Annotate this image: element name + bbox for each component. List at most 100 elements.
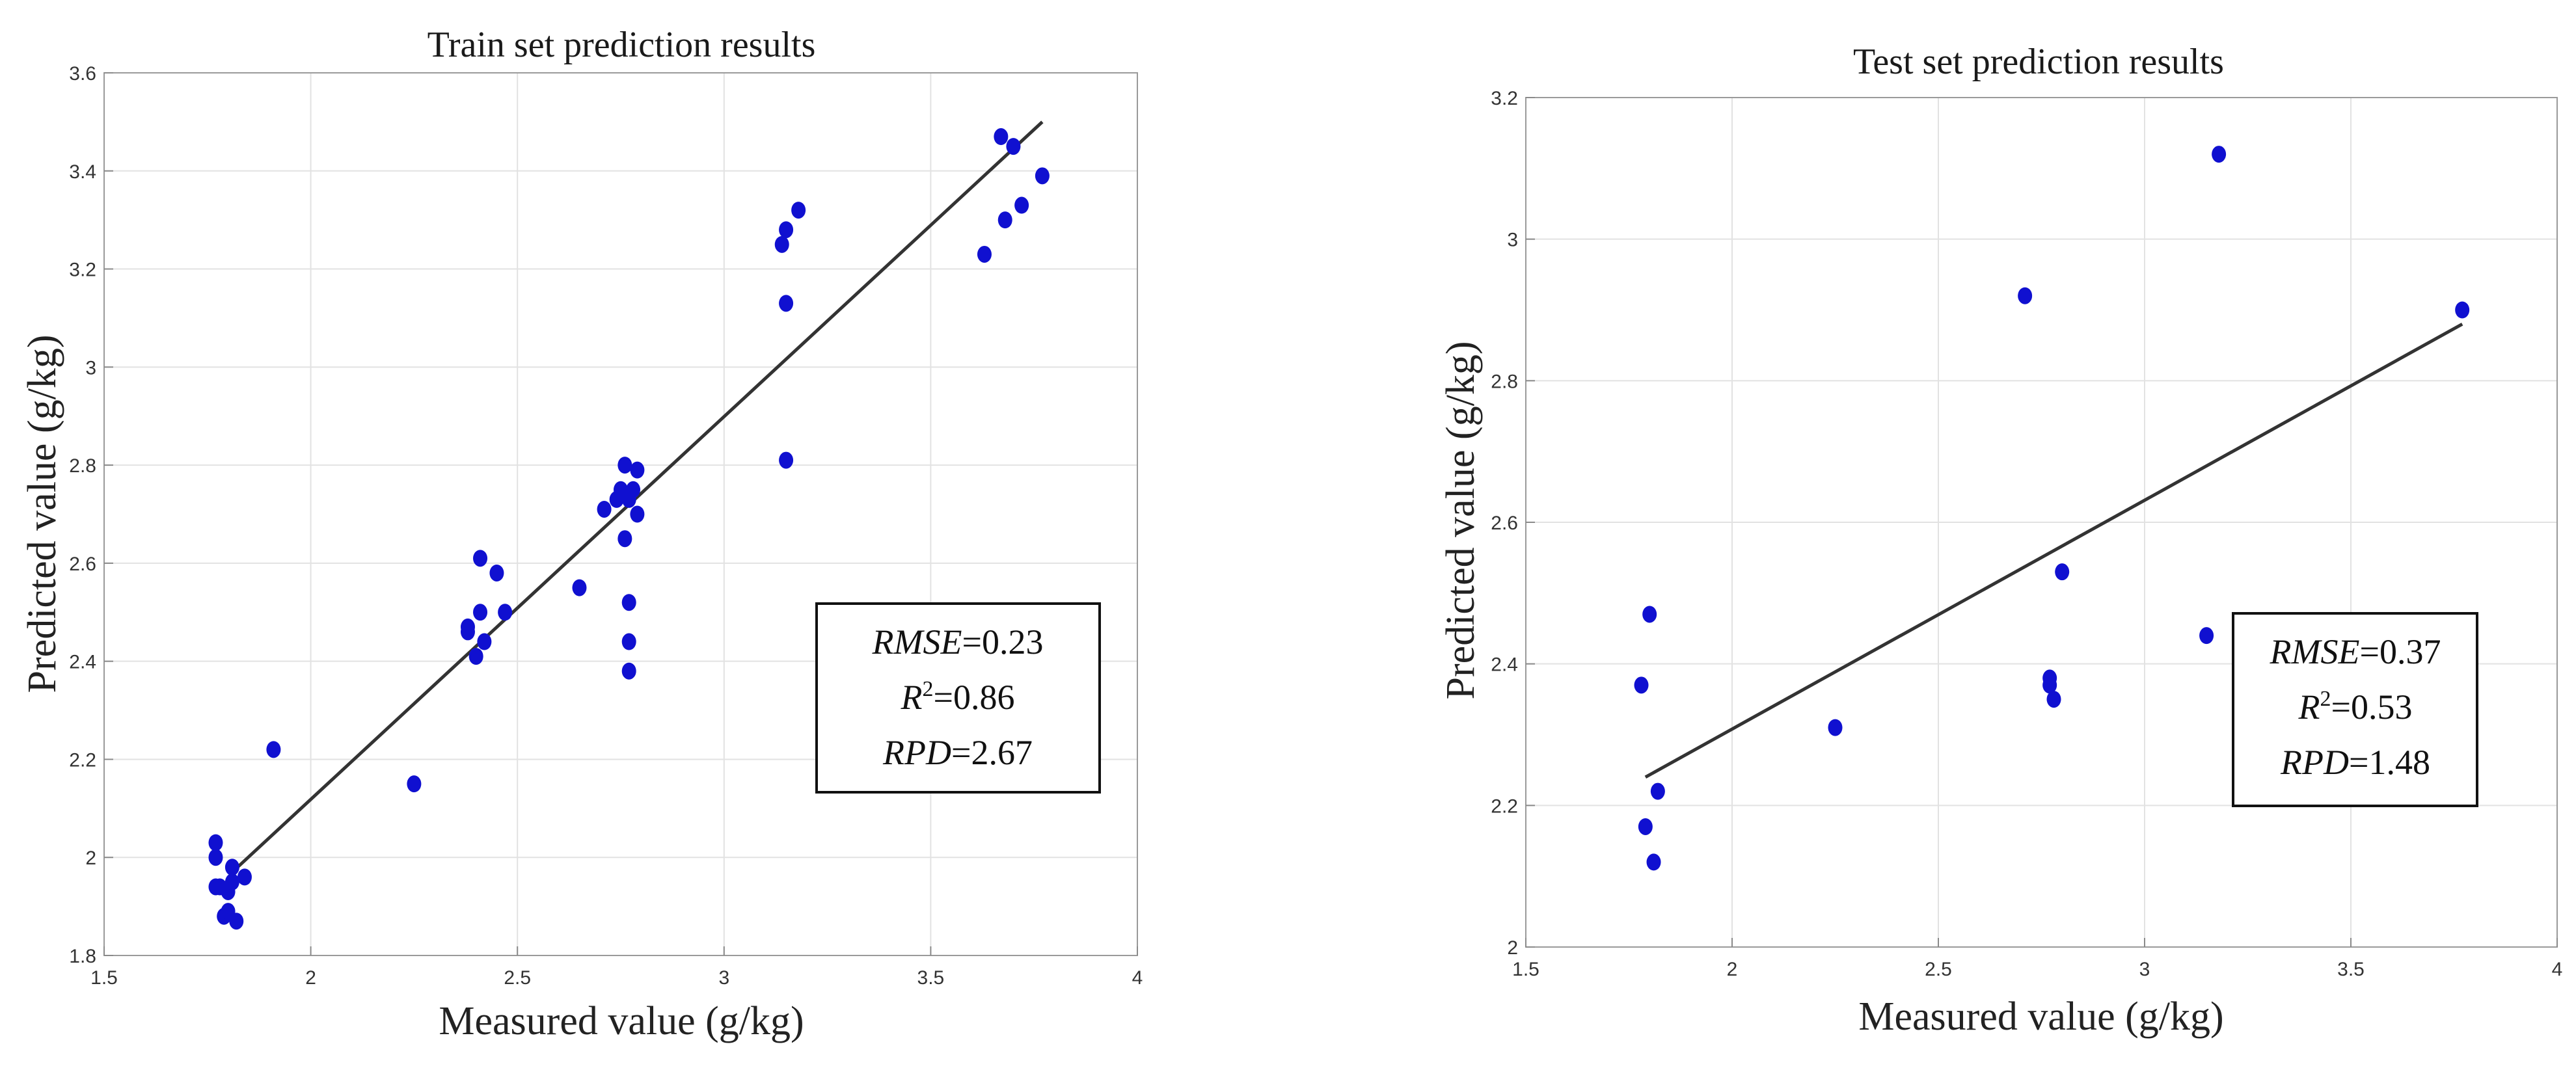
train-data-point: [779, 451, 794, 469]
train-data-point: [977, 245, 992, 263]
train-y-tick-label: 3.4: [69, 161, 96, 183]
test-x-tick-label: 2.5: [1925, 959, 1952, 980]
test-y-tick-label: 2.8: [1491, 371, 1518, 392]
train-data-point: [266, 741, 281, 758]
test-data-points: [1634, 146, 2470, 871]
train-x-tick-label: 3.5: [917, 967, 945, 989]
test-chart: Test set prediction results 1.5 2 2.5 3 3.5 4…: [1439, 42, 2562, 1039]
train-y-tick-label: 2.4: [69, 652, 96, 673]
train-data-point: [621, 594, 636, 611]
train-data-point: [779, 221, 794, 239]
train-x-tick-label: 2.5: [504, 967, 531, 989]
train-x-ticks: 1.5 2 2.5 3 3.5 4: [90, 946, 1143, 989]
train-data-point: [779, 295, 794, 312]
train-r2-line: R2=0.86: [901, 677, 1015, 717]
train-data-point: [572, 579, 587, 596]
train-regression-line: [231, 120, 1044, 874]
test-x-tick-label: 3: [2139, 959, 2150, 980]
train-data-point: [224, 859, 239, 876]
train-chart: Train set prediction results 1.5 2 2.5 3 3.5…: [20, 25, 1143, 1043]
train-y-tick-label: 2: [85, 848, 96, 869]
test-data-point: [2212, 146, 2227, 163]
train-data-point: [994, 128, 1009, 146]
test-data-point: [2018, 287, 2033, 304]
train-data-point: [208, 834, 223, 851]
train-data-point: [621, 662, 636, 680]
test-y-axis-label: Predicted value (g/kg): [1439, 341, 1483, 700]
test-r2-superscript: 2: [2320, 687, 2331, 711]
test-data-point: [1638, 818, 1653, 835]
train-data-point: [477, 633, 492, 650]
train-y-tick-label: 3.2: [69, 260, 96, 281]
train-data-point: [791, 202, 806, 219]
train-chart-title: Train set prediction results: [427, 25, 816, 65]
train-data-point: [1014, 196, 1029, 214]
train-data-point: [1035, 167, 1050, 185]
test-regression-line: [1644, 323, 2463, 779]
train-stats-frame: [815, 602, 1101, 794]
train-data-point: [473, 550, 488, 567]
train-rpd-label: RPD: [882, 733, 951, 772]
train-x-axis-label: Measured value (g/kg): [439, 999, 804, 1043]
train-y-tick-label: 3: [85, 357, 96, 379]
train-y-axis-label: Predicted value (g/kg): [20, 335, 64, 693]
train-y-ticks: 1.8 2 2.2 2.4 2.6 2.8 3 3.2 3.4 3.6: [69, 63, 113, 967]
train-data-point: [630, 505, 645, 523]
train-data-point: [621, 633, 636, 650]
train-x-tick-label: 2: [305, 967, 316, 989]
train-data-point: [224, 873, 239, 890]
test-stats-box: RMSE=0.37 R2=0.53 RPD=1.48: [2232, 612, 2478, 807]
train-data-point: [597, 500, 612, 518]
test-data-point: [1642, 606, 1657, 623]
test-r2-value: =0.53: [2331, 688, 2413, 727]
test-rmse-label: RMSE: [2270, 632, 2360, 671]
test-rpd-label: RPD: [2280, 743, 2349, 782]
train-data-point: [468, 648, 483, 665]
test-y-tick-label: 2.2: [1491, 795, 1518, 817]
test-y-tick-label: 3: [1507, 230, 1518, 251]
test-y-tick-label: 2: [1507, 937, 1518, 959]
test-x-axis-label: Measured value (g/kg): [1858, 995, 2223, 1039]
train-data-point: [997, 211, 1012, 229]
train-data-point: [489, 564, 504, 581]
test-y-ticks: 2 2.2 2.4 2.6 2.8 3 3.2: [1491, 88, 1535, 959]
train-data-point: [630, 461, 645, 479]
test-data-point: [2055, 563, 2070, 581]
test-x-tick-label: 3.5: [2337, 959, 2365, 980]
test-data-point: [1646, 853, 1661, 871]
train-r2-superscript: 2: [923, 677, 934, 701]
train-data-point: [473, 604, 488, 621]
train-data-point: [407, 775, 422, 793]
test-data-point: [2042, 676, 2057, 694]
train-x-tick-label: 3: [718, 967, 729, 989]
train-rmse-label: RMSE: [872, 622, 962, 661]
train-rmse-value: =0.23: [962, 622, 1043, 661]
train-data-point: [617, 530, 632, 548]
test-data-point: [2455, 301, 2470, 319]
test-x-ticks: 1.5 2 2.5 3 3.5 4: [1512, 938, 2562, 980]
train-data-point: [626, 481, 641, 498]
test-rpd-line: RPD=1.48: [2280, 743, 2430, 782]
test-chart-title: Test set prediction results: [1853, 42, 2224, 82]
train-data-point: [229, 913, 244, 930]
test-x-tick-label: 4: [2552, 959, 2563, 980]
train-data-point: [460, 618, 475, 635]
test-x-tick-label: 2: [1727, 959, 1738, 980]
test-stats-frame: [2232, 612, 2478, 807]
train-r2-value: =0.86: [934, 678, 1015, 717]
train-r2-label: R: [901, 678, 923, 717]
train-y-tick-label: 1.8: [69, 946, 96, 967]
train-y-tick-label: 2.6: [69, 554, 96, 575]
test-y-tick-label: 2.6: [1491, 513, 1518, 534]
test-data-point: [1650, 782, 1665, 800]
test-data-point: [1634, 676, 1649, 694]
test-rmse-line: RMSE=0.37: [2270, 632, 2441, 671]
train-y-tick-label: 3.6: [69, 63, 96, 85]
train-data-point: [1006, 138, 1021, 155]
train-y-tick-label: 2.8: [69, 455, 96, 477]
train-data-point: [237, 868, 252, 886]
train-y-tick-label: 2.2: [69, 749, 96, 771]
test-y-tick-label: 3.2: [1491, 88, 1518, 109]
train-data-point: [208, 849, 223, 866]
